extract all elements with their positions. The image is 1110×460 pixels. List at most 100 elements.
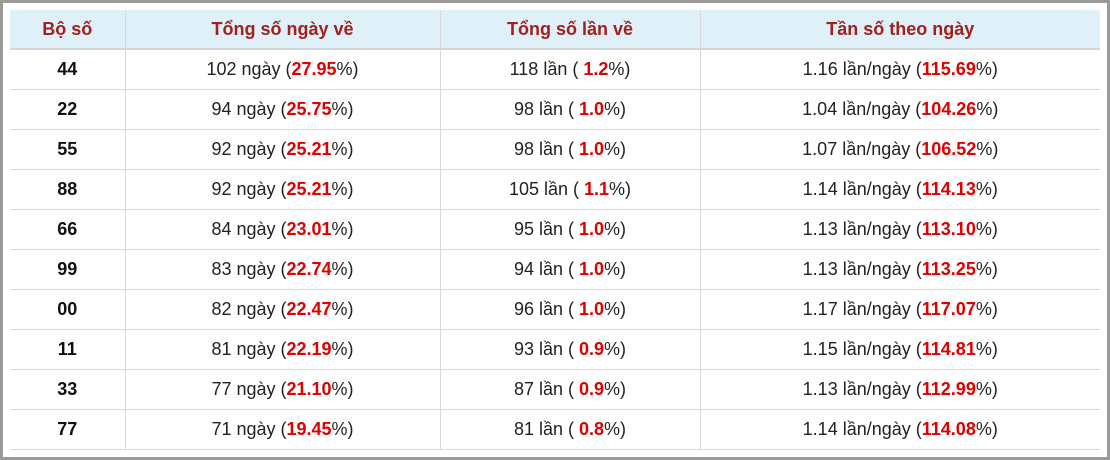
stat-cell: 1.13 lần/ngày (113.10%): [700, 209, 1100, 250]
cell-text: 92 ngày (: [211, 179, 287, 199]
percent-value: 25.21: [286, 179, 332, 199]
percent-value: 114.13: [921, 179, 976, 199]
percent-value: 104.26: [921, 99, 977, 119]
table-row: 44 102 ngày (27.95%) 118 lần ( 1.2%) 1.16 l…: [10, 49, 1100, 90]
stat-cell: 1.17 lần/ngày (117.07%): [700, 289, 1100, 330]
percent-value: 19.45: [286, 419, 332, 439]
cell-text: %): [976, 99, 999, 119]
percent-value: 22.19: [286, 339, 332, 359]
cell-text: %): [331, 419, 354, 439]
percent-value: 25.21: [286, 139, 332, 159]
cell-text: %): [608, 59, 631, 79]
cell-text: 1.07 lần/ngày (: [802, 139, 922, 159]
stat-cell: 1.13 lần/ngày (113.25%): [700, 249, 1100, 290]
stat-cell: 81 ngày (22.19%): [125, 329, 441, 370]
percent-value: 1.1: [584, 179, 610, 199]
cell-text: %): [604, 259, 627, 279]
stat-cell: 83 ngày (22.74%): [125, 249, 441, 290]
cell-text: 81 ngày (: [211, 339, 287, 359]
cell-text: 98 lần (: [513, 139, 579, 159]
cell-text: 1.16 lần/ngày (: [802, 59, 922, 79]
percent-value: 114.08: [921, 419, 976, 439]
percent-value: 27.95: [291, 59, 337, 79]
stat-cell: 1.04 lần/ngày (104.26%): [700, 89, 1100, 130]
percent-value: 21.10: [286, 379, 332, 399]
cell-text: 82 ngày (: [211, 299, 287, 319]
percent-value: 0.9: [579, 339, 605, 359]
stat-cell: 84 ngày (23.01%): [125, 209, 441, 250]
stat-cell: 92 ngày (25.21%): [125, 129, 441, 170]
percent-value: 0.8: [579, 419, 605, 439]
cell-text: 1.04 lần/ngày (: [802, 99, 922, 119]
number-cell: 88: [10, 169, 126, 210]
stats-table: Bộ số Tổng số ngày về Tổng số lần về Tần số…: [10, 10, 1100, 450]
cell-text: %): [604, 419, 627, 439]
cell-text: %): [975, 379, 998, 399]
table-row: 33 77 ngày (21.10%) 87 lần ( 0.9%) 1.13 lần…: [10, 369, 1100, 410]
table-row: 66 84 ngày (23.01%) 95 lần ( 1.0%) 1.13 lần…: [10, 209, 1100, 250]
percent-value: 117.07: [921, 299, 976, 319]
cell-text: 1.17 lần/ngày (: [802, 299, 922, 319]
cell-text: 105 lần (: [508, 179, 585, 199]
percent-value: 106.52: [921, 139, 977, 159]
column-header: Bộ số: [10, 10, 126, 50]
table-row: 99 83 ngày (22.74%) 94 lần ( 1.0%) 1.13 lần…: [10, 249, 1100, 290]
cell-text: %): [609, 179, 632, 199]
cell-text: 1.13 lần/ngày (: [802, 259, 922, 279]
table-row: 00 82 ngày (22.47%) 96 lần ( 1.0%) 1.17 lần…: [10, 289, 1100, 330]
cell-text: %): [975, 419, 998, 439]
cell-text: 83 ngày (: [211, 259, 287, 279]
table-row: 88 92 ngày (25.21%) 105 lần ( 1.1%) 1.14 lầ…: [10, 169, 1100, 210]
cell-text: %): [331, 179, 354, 199]
percent-value: 1.0: [579, 99, 605, 119]
cell-text: %): [331, 139, 354, 159]
percent-value: 0.9: [579, 379, 605, 399]
percent-value: 113.25: [921, 259, 976, 279]
stat-cell: 82 ngày (22.47%): [125, 289, 441, 330]
percent-value: 1.0: [579, 299, 605, 319]
number-cell: 33: [10, 369, 126, 410]
cell-text: %): [336, 59, 359, 79]
percent-value: 22.47: [286, 299, 332, 319]
stat-cell: 77 ngày (21.10%): [125, 369, 441, 410]
cell-text: 1.13 lần/ngày (: [802, 219, 922, 239]
cell-text: 81 lần (: [513, 419, 579, 439]
cell-text: %): [331, 259, 354, 279]
stat-cell: 81 lần ( 0.8%): [440, 409, 701, 450]
stat-cell: 1.15 lần/ngày (114.81%): [700, 329, 1100, 370]
cell-text: %): [604, 339, 627, 359]
number-cell: 22: [10, 89, 126, 130]
stat-cell: 1.07 lần/ngày (106.52%): [700, 129, 1100, 170]
cell-text: %): [331, 219, 354, 239]
table-row: 77 71 ngày (19.45%) 81 lần ( 0.8%) 1.14 lần…: [10, 409, 1100, 450]
cell-text: %): [331, 99, 354, 119]
number-cell: 44: [10, 49, 126, 90]
stat-cell: 1.16 lần/ngày (115.69%): [700, 49, 1100, 90]
cell-text: %): [975, 59, 998, 79]
number-cell: 77: [10, 409, 126, 450]
cell-text: %): [331, 299, 354, 319]
cell-text: %): [975, 299, 998, 319]
cell-text: 94 ngày (: [211, 99, 287, 119]
column-header: Tổng số lần về: [440, 10, 701, 50]
stat-cell: 98 lần ( 1.0%): [440, 129, 701, 170]
stat-cell: 1.14 lần/ngày (114.08%): [700, 409, 1100, 450]
cell-text: 118 lần (: [509, 59, 584, 79]
percent-value: 113.10: [921, 219, 976, 239]
number-cell: 55: [10, 129, 126, 170]
percent-value: 1.2: [583, 59, 609, 79]
cell-text: %): [604, 299, 627, 319]
cell-text: 102 ngày (: [206, 59, 292, 79]
stat-cell: 1.14 lần/ngày (114.13%): [700, 169, 1100, 210]
header-row: Bộ số Tổng số ngày về Tổng số lần về Tần số…: [10, 10, 1100, 50]
cell-text: 96 lần (: [513, 299, 579, 319]
stat-cell: 94 lần ( 1.0%): [440, 249, 701, 290]
stat-cell: 87 lần ( 0.9%): [440, 369, 701, 410]
table-body: 44 102 ngày (27.95%) 118 lần ( 1.2%) 1.16 l…: [10, 49, 1100, 450]
percent-value: 22.74: [286, 259, 332, 279]
cell-text: %): [975, 219, 998, 239]
cell-text: %): [331, 379, 354, 399]
cell-text: 94 lần (: [513, 259, 579, 279]
table-row: 22 94 ngày (25.75%) 98 lần ( 1.0%) 1.04 lần…: [10, 89, 1100, 130]
